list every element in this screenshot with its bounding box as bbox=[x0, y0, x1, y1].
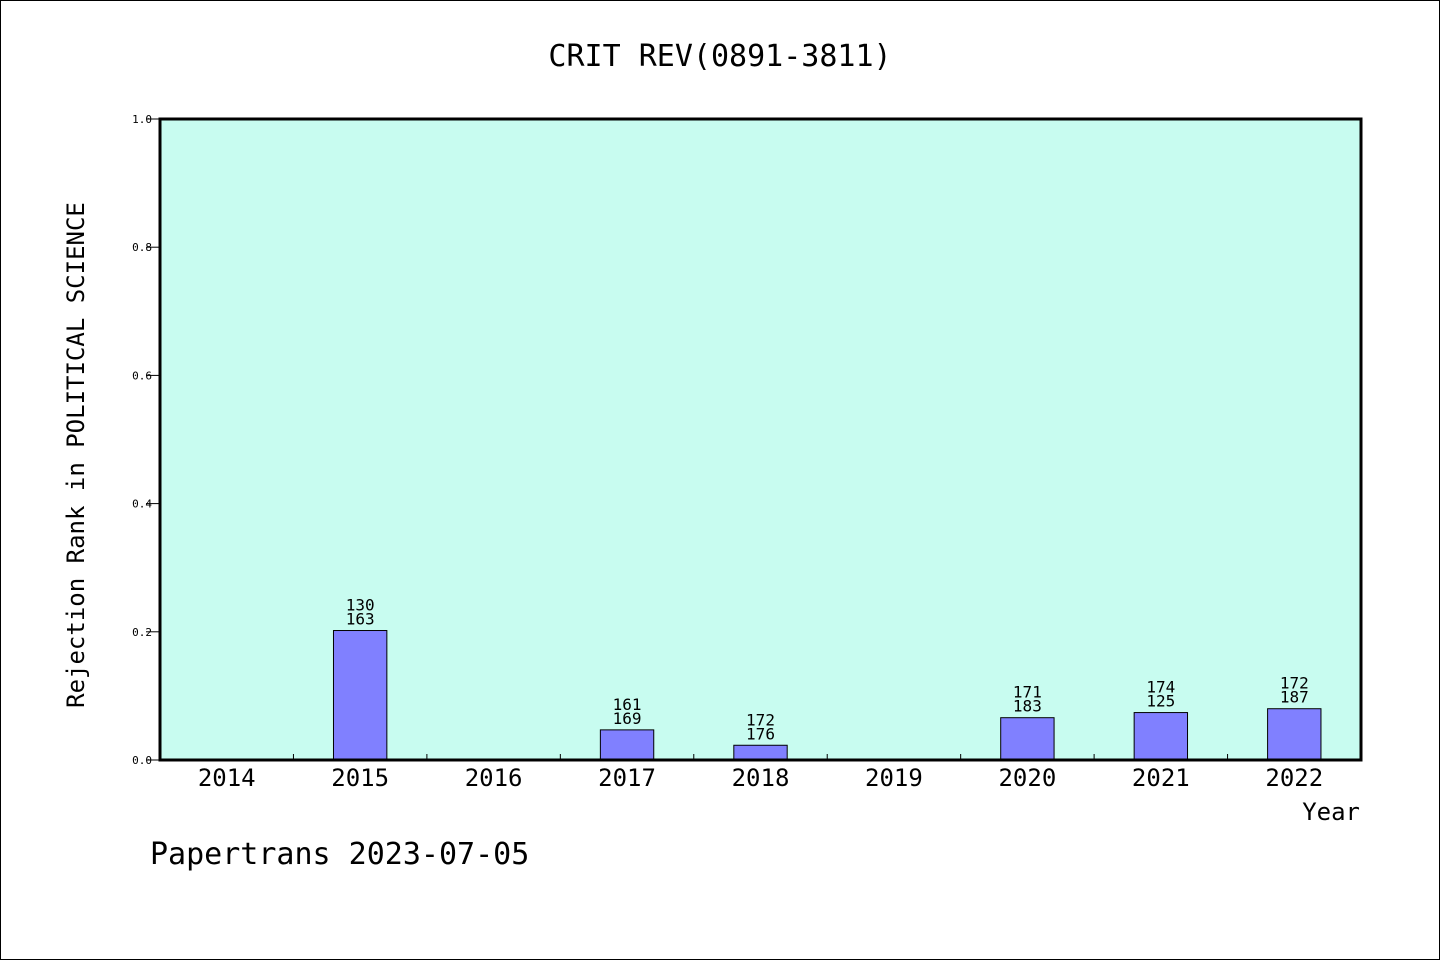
x-tick-label: 2020 bbox=[998, 764, 1056, 792]
bar-label-2018-bottom: 176 bbox=[746, 724, 775, 743]
y-axis: 0.0 0.2 0.4 0.6 0.8 1.0 bbox=[132, 113, 160, 767]
bar-2020 bbox=[1000, 717, 1055, 761]
y-tick-label: 0.6 bbox=[132, 369, 152, 382]
x-tick-label: 2018 bbox=[732, 764, 790, 792]
bar-2018 bbox=[733, 744, 788, 761]
bar-2015 bbox=[332, 630, 388, 761]
x-tick-label: 2022 bbox=[1265, 764, 1323, 792]
x-axis-label: Year bbox=[1302, 798, 1360, 826]
bar-label-2021-top: 174 bbox=[1146, 678, 1175, 697]
bar-label-2017-bottom: 169 bbox=[613, 709, 642, 728]
y-axis-label: Rejection Rank in POLITICAL SCIENCE bbox=[62, 202, 90, 708]
x-tick-label: 2017 bbox=[598, 764, 656, 792]
y-tick-label: 1.0 bbox=[132, 113, 152, 126]
bar-label-2015-top: 130 bbox=[346, 596, 375, 615]
bar-label-2022-bottom: 187 bbox=[1280, 688, 1309, 707]
bar-2017 bbox=[599, 729, 655, 761]
y-tick-label: 0.2 bbox=[132, 626, 152, 639]
bar-label-2015-bottom: 163 bbox=[346, 610, 375, 629]
bars-group bbox=[332, 630, 1322, 761]
bar-2022 bbox=[1267, 708, 1322, 761]
x-axis: 2014 2015 2016 2017 2018 2019 2020 2021 2022 bbox=[198, 754, 1323, 792]
x-tick-label: 2014 bbox=[198, 764, 256, 792]
y-tick-label: 0.4 bbox=[132, 498, 152, 511]
bar-label-2020-bottom: 183 bbox=[1013, 697, 1042, 716]
bar-2021 bbox=[1133, 712, 1189, 761]
x-tick-label: 2019 bbox=[865, 764, 923, 792]
plot-border bbox=[158, 117, 1363, 762]
bar-label-2017-top: 161 bbox=[613, 695, 642, 714]
y-tick-label: 0.0 bbox=[132, 754, 152, 767]
footer-credit: Papertrans 2023-07-05 bbox=[150, 837, 529, 872]
bar-label-2020-top: 171 bbox=[1013, 683, 1042, 702]
bar-label-2021-bottom: 125 bbox=[1146, 692, 1175, 711]
x-tick-label: 2021 bbox=[1132, 764, 1190, 792]
bar-label-2018-top: 172 bbox=[746, 710, 775, 729]
y-tick-label: 0.8 bbox=[132, 241, 152, 254]
bar-label-2022-top: 172 bbox=[1280, 674, 1309, 693]
chart-title: CRIT REV(0891-3811) bbox=[548, 39, 891, 74]
x-tick-label: 2015 bbox=[331, 764, 389, 792]
x-tick-label: 2016 bbox=[465, 764, 523, 792]
